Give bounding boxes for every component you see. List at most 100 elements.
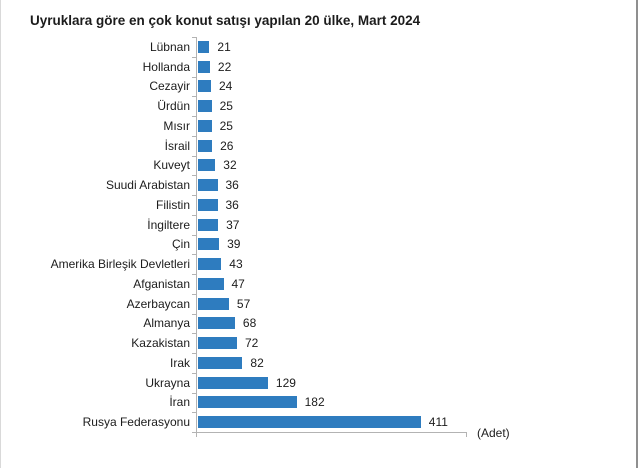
value-label: 22 — [217, 59, 232, 74]
chart-row: Ürdün 25 — [0, 96, 639, 116]
y-axis-tick — [192, 254, 196, 256]
right-border-line — [636, 0, 638, 468]
value-label: 43 — [229, 257, 243, 272]
y-axis-tick — [192, 372, 196, 374]
bar — [198, 198, 218, 211]
value-label: 32 — [223, 158, 237, 173]
value-label: 68 — [242, 316, 257, 331]
value-label: 25 — [219, 118, 233, 133]
chart-row: Suudi Arabistan 36 — [0, 175, 639, 195]
chart-row: Almanya 68 — [0, 314, 639, 334]
category-label: Amerika Birleşik Devletleri — [50, 257, 190, 272]
chart-row: Mısır 25 — [0, 116, 639, 136]
value-label: 24 — [219, 79, 233, 94]
chart-row: Çin 39 — [0, 235, 639, 255]
bar — [198, 179, 218, 192]
y-axis-tick — [192, 214, 196, 216]
bar — [198, 238, 220, 251]
category-label: Cezayir — [149, 79, 190, 94]
y-axis-tick — [192, 412, 196, 414]
category-label: Çin — [171, 237, 190, 252]
y-axis-tick — [192, 293, 196, 295]
category-label: Almanya — [143, 316, 190, 331]
bar — [198, 60, 210, 73]
chart-row: Filistin 36 — [0, 195, 639, 215]
category-label: Mısır — [163, 118, 190, 133]
y-axis-tick — [192, 135, 196, 137]
value-label: 57 — [236, 296, 251, 311]
bar — [198, 337, 237, 350]
y-axis-tick — [192, 392, 196, 394]
value-label: 82 — [250, 355, 264, 370]
value-label: 182 — [304, 395, 325, 410]
y-axis-tick — [192, 195, 196, 196]
left-border-line — [0, 0, 1, 468]
category-label: Filistin — [155, 197, 190, 212]
bar — [198, 416, 421, 429]
bar — [198, 277, 224, 290]
bar — [198, 100, 212, 113]
value-label: 26 — [220, 138, 234, 153]
value-label: 47 — [231, 276, 245, 291]
bar — [198, 139, 213, 152]
chart-row: Kazakistan 72 — [0, 333, 639, 353]
chart-row: Lübnan 21 — [0, 37, 639, 57]
y-axis-tick — [192, 175, 196, 177]
category-label: Kazakistan — [131, 336, 190, 351]
chart-row: Hollanda 22 — [0, 57, 639, 77]
value-label: 129 — [275, 375, 296, 390]
y-axis-tick — [192, 116, 196, 117]
value-label: 25 — [219, 99, 233, 114]
value-label: 411 — [428, 415, 448, 430]
category-label: Afganistan — [133, 276, 190, 291]
category-label: İran — [169, 395, 190, 410]
chart-row: Amerika Birleşik Devletleri 43 — [0, 254, 639, 274]
y-axis-tick — [192, 333, 196, 335]
y-axis-tick — [192, 234, 196, 236]
bar — [198, 297, 229, 310]
value-label: 72 — [245, 336, 259, 351]
category-label: Azerbaycan — [126, 296, 190, 311]
category-label: Hollanda — [142, 59, 190, 74]
bar — [198, 159, 216, 172]
chart-row: Kuveyt 32 — [0, 156, 639, 176]
category-label: Suudi Arabistan — [105, 178, 190, 193]
chart-row: Cezayir 24 — [0, 77, 639, 97]
chart-row: İsrail 26 — [0, 136, 639, 156]
bar — [198, 258, 222, 271]
y-axis-tick — [192, 96, 196, 98]
category-label: İngiltere — [147, 217, 190, 232]
value-label: 36 — [225, 178, 239, 193]
y-axis-tick — [192, 432, 196, 433]
y-axis-tick — [192, 353, 196, 354]
category-label: Kuveyt — [153, 158, 190, 173]
category-label: Rusya Federasyonu — [82, 415, 190, 430]
y-axis-tick — [192, 274, 196, 275]
y-axis-tick — [192, 37, 196, 38]
chart-row: Afganistan 47 — [0, 274, 639, 294]
value-label: 36 — [225, 197, 239, 212]
bar — [198, 80, 211, 93]
value-label: 39 — [227, 237, 241, 252]
value-label: 37 — [226, 217, 240, 232]
chart-row: İran 182 — [0, 393, 639, 413]
chart-row: İngiltere 37 — [0, 215, 639, 235]
bar — [198, 119, 212, 132]
bar — [198, 218, 219, 231]
y-axis-tick — [192, 56, 196, 58]
x-axis-line — [196, 432, 467, 433]
x-axis-end-tick — [466, 432, 467, 437]
y-axis-line — [196, 37, 197, 437]
category-label: Irak — [169, 355, 190, 370]
y-axis-tick — [192, 76, 196, 78]
y-axis-tick — [192, 313, 196, 315]
bar — [198, 356, 243, 369]
category-label: Ürdün — [157, 99, 190, 114]
category-label: İsrail — [164, 138, 190, 153]
chart-row: Azerbaycan 57 — [0, 294, 639, 314]
y-axis-tick — [192, 155, 196, 157]
bar — [198, 376, 268, 389]
category-label: Ukrayna — [145, 375, 190, 390]
value-label: 21 — [217, 39, 231, 54]
